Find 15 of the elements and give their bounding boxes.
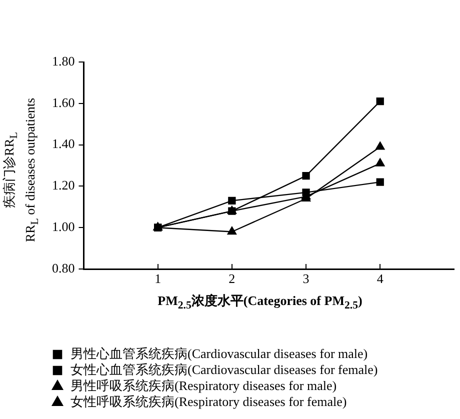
y-tick-label: 1.60	[52, 94, 75, 110]
y-tick-label: 1.00	[52, 219, 75, 234]
legend-label: 女性呼吸系统疾病(Respiratory diseases for female)	[70, 394, 347, 409]
x-tick-label: 1	[154, 271, 162, 286]
x-tick-label: 4	[376, 271, 384, 286]
x-axis-title: PM$_{2.5}$浓度水平(Categories of PM$_{2.5}$)	[156, 292, 364, 312]
legend-label: 男性心血管系统疾病(Cardiovascular diseases for male)	[70, 346, 368, 361]
legend-label: 男性呼吸系统疾病(Respiratory diseases for male)	[70, 378, 337, 393]
legend-label: 女性心血管系统疾病(Cardiovascular diseases for female)	[70, 362, 378, 377]
y-tick-label: 1.20	[52, 178, 75, 193]
x-tick-label: 2	[228, 271, 236, 286]
y-tick-label: 0.80	[52, 260, 75, 276]
y-tick-label: 1.40	[52, 136, 75, 152]
y-tick-label: 1.80	[52, 53, 75, 68]
x-tick-label: 3	[302, 271, 310, 286]
